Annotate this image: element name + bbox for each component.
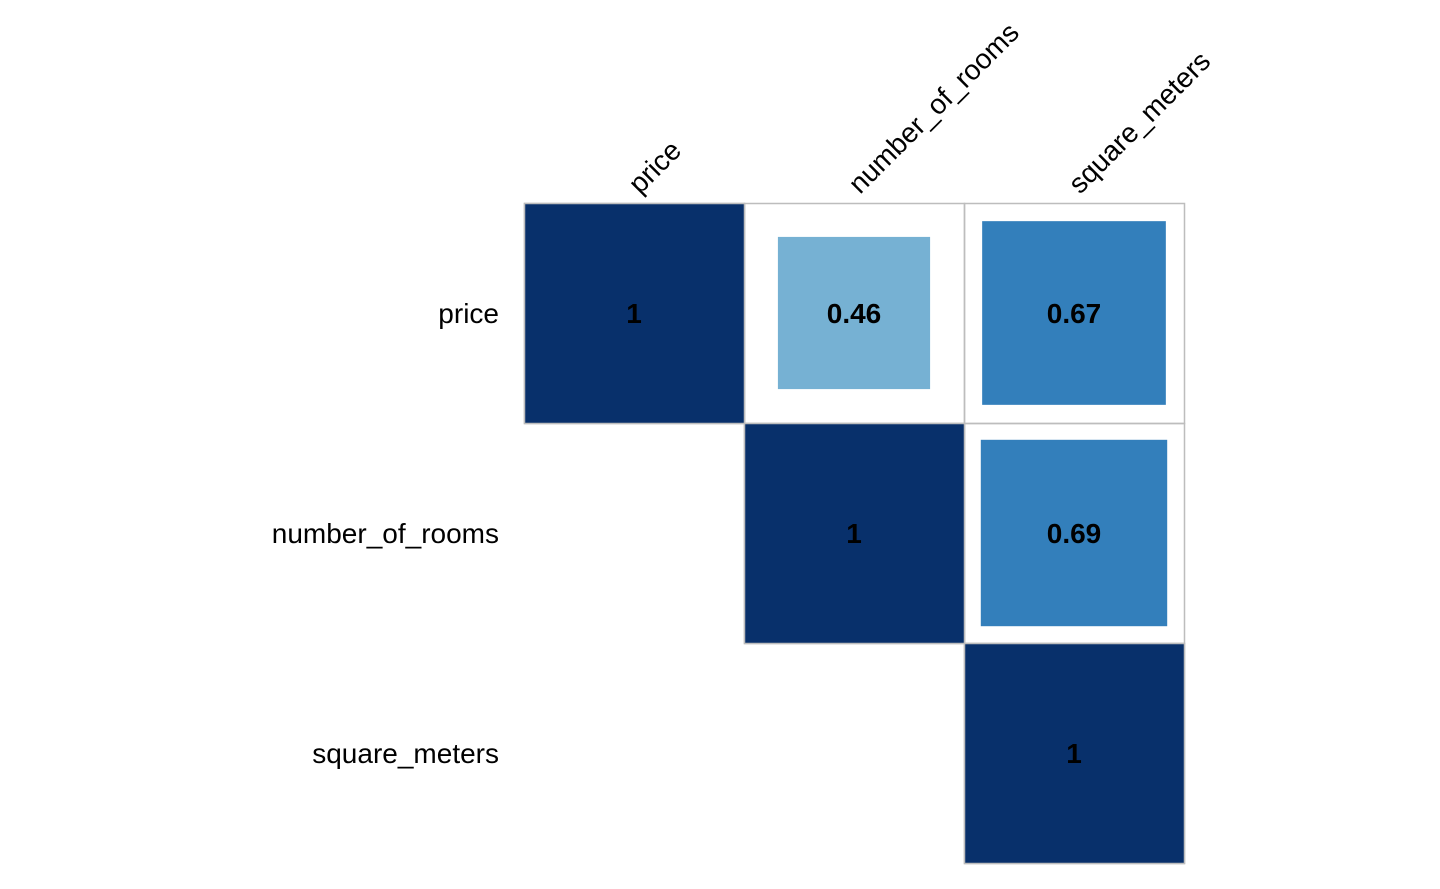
correlation-value-label: 0.69 <box>1047 518 1102 549</box>
correlation-value-label: 1 <box>1066 738 1082 769</box>
correlation-square <box>982 221 1166 405</box>
correlation-value-label: 0.46 <box>827 298 882 329</box>
row-label: price <box>438 298 499 329</box>
correlation-square <box>963 642 1186 865</box>
cell-layer: 1 0.46 0.67 1 0.69 1 <box>523 202 1186 865</box>
column-label: price <box>622 134 687 199</box>
column-label: number_of_rooms <box>842 17 1025 200</box>
correlation-square <box>980 439 1168 627</box>
row-label: number_of_rooms <box>272 518 499 549</box>
correlation-value-label: 1 <box>846 518 862 549</box>
correlation-square <box>777 236 931 390</box>
correlation-square <box>523 202 746 425</box>
correlation-value-label: 1 <box>626 298 642 329</box>
correlation-value-label: 0.67 <box>1047 298 1102 329</box>
row-label: square_meters <box>312 738 499 769</box>
column-label: square_meters <box>1062 45 1216 199</box>
correlation-square <box>743 422 966 645</box>
